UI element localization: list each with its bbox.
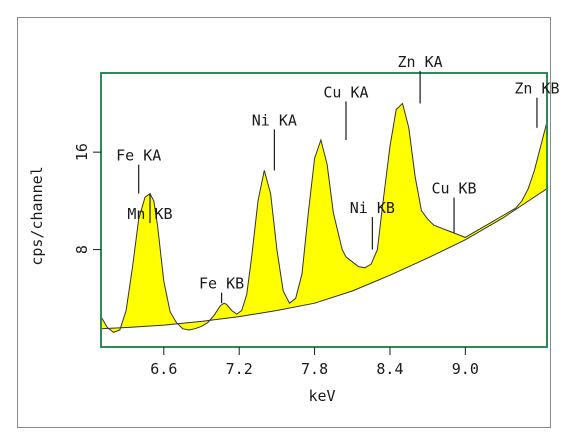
- peak-label: Cu KA: [323, 83, 368, 101]
- y-tick-label: 8: [73, 245, 91, 254]
- x-tick-label: 6.6: [150, 360, 177, 378]
- y-tick-label: 16: [73, 143, 91, 161]
- x-tick-label: 7.2: [226, 360, 253, 378]
- x-tick-label: 7.8: [301, 360, 328, 378]
- peak-label: Ni KB: [350, 199, 395, 217]
- x-axis-label: keV: [308, 387, 335, 405]
- peak-fill-layer: [101, 103, 547, 333]
- x-tick-label: 9.0: [452, 360, 479, 378]
- curve-layer: [101, 102, 547, 333]
- peak-label: Fe KB: [199, 275, 244, 293]
- baseline-line: [101, 188, 547, 330]
- peak-fill-area: [101, 103, 547, 333]
- x-tick-label: 8.4: [376, 360, 403, 378]
- peak-label: Ni KA: [252, 111, 297, 129]
- spectrum-line: [101, 102, 547, 333]
- chart-frame: [17, 17, 551, 428]
- peak-label: Zn KB: [514, 80, 559, 98]
- plot-area-border: [100, 72, 548, 348]
- x-axis: 6.6 7.2 7.8 8.4 9.0: [150, 347, 479, 378]
- peak-label: Zn KA: [398, 53, 443, 71]
- y-axis-label: cps/channel: [28, 166, 46, 265]
- y-axis: 8 16: [73, 143, 101, 254]
- peak-label: Cu KB: [431, 180, 476, 198]
- peak-label: Fe KA: [116, 147, 161, 165]
